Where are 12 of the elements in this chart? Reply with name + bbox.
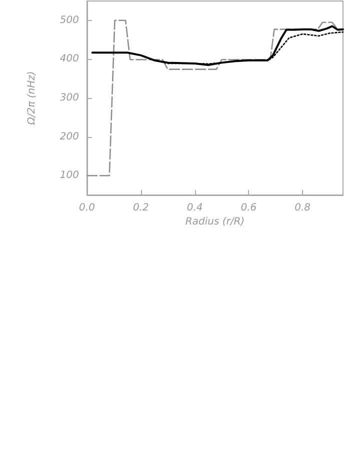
y-tick-label: 100 (60, 170, 79, 182)
x-axis-title: Radius (r/R) (185, 216, 245, 228)
x-tick-label: 0.8 (294, 202, 311, 214)
y-axis-title: Ω/2π (nHz) (26, 71, 38, 126)
y-tick-label: 400 (60, 54, 79, 65)
x-tick-label: 0.0 (79, 202, 95, 214)
y-tick-label: 500 (60, 14, 79, 26)
x-tick-label: 0.2 (132, 202, 149, 214)
y-tick-label: 200 (60, 131, 79, 142)
x-tick-label: 0.6 (240, 202, 257, 214)
y-tick-label: 300 (60, 92, 79, 104)
x-tick-label: 0.4 (186, 202, 203, 214)
